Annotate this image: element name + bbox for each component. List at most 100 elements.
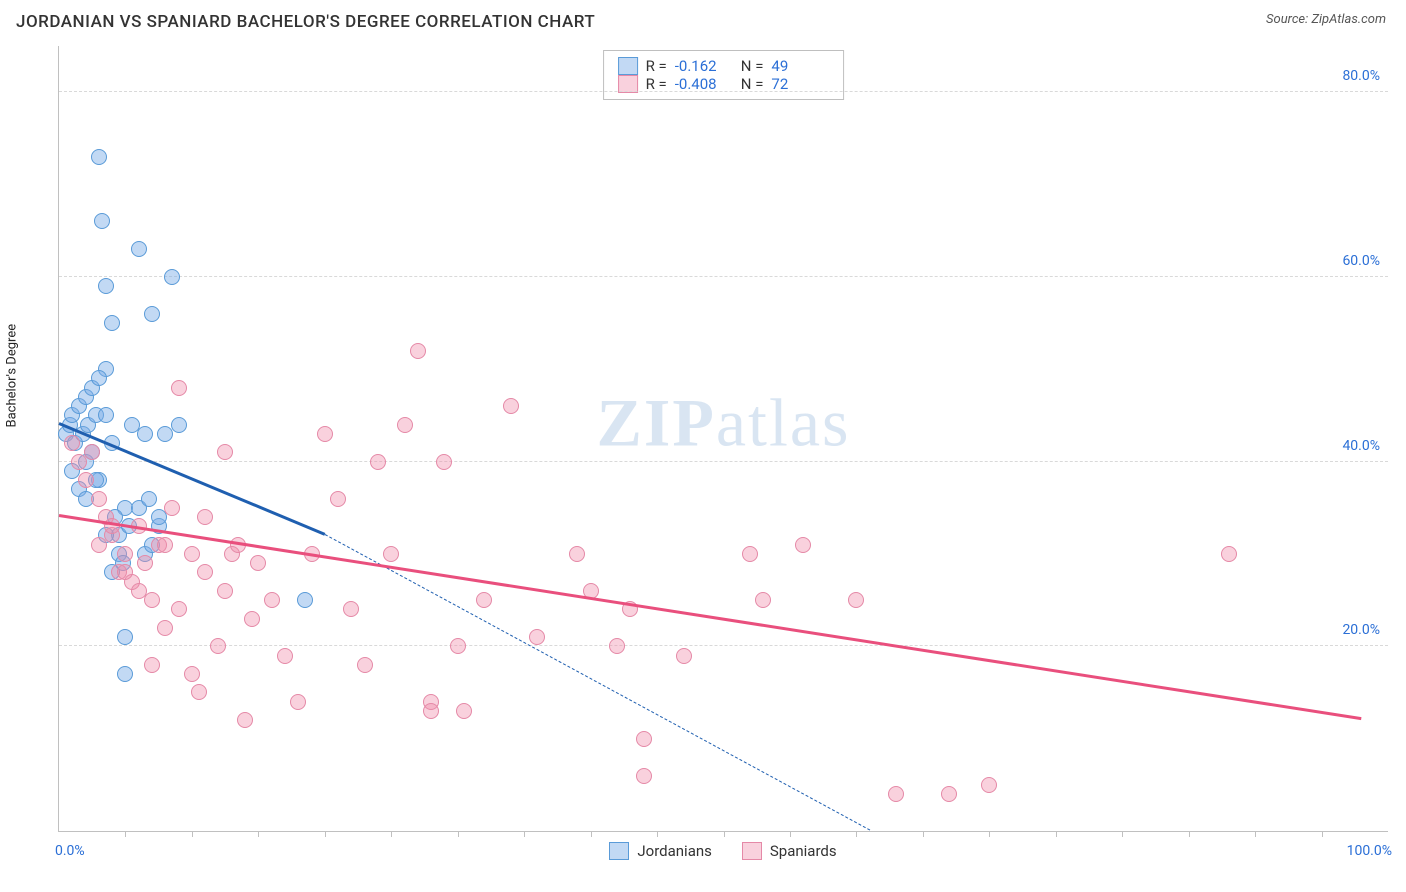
scatter-point — [171, 380, 187, 396]
scatter-point — [191, 684, 207, 700]
source-attribution: Source: ZipAtlas.com — [1266, 12, 1386, 27]
legend-swatch — [742, 842, 762, 860]
legend-swatch — [609, 842, 629, 860]
scatter-point — [64, 435, 80, 451]
x-tick — [1122, 831, 1123, 837]
scatter-point — [84, 444, 100, 460]
x-tick — [325, 831, 326, 837]
legend-r-label: R = — [646, 57, 667, 75]
scatter-point — [91, 370, 107, 386]
x-tick — [856, 831, 857, 837]
x-tick — [591, 831, 592, 837]
gridline — [59, 461, 1388, 462]
scatter-point — [636, 768, 652, 784]
x-tick — [1322, 831, 1323, 837]
scatter-point — [197, 564, 213, 580]
scatter-point — [117, 564, 133, 580]
series-legend: Jordanians Spaniards — [58, 842, 1388, 860]
scatter-point — [157, 537, 173, 553]
y-tick-label: 80.0% — [1342, 68, 1380, 84]
scatter-point — [742, 546, 758, 562]
x-tick — [1255, 831, 1256, 837]
scatter-point — [78, 472, 94, 488]
scatter-point — [237, 712, 253, 728]
scatter-point — [277, 648, 293, 664]
scatter-point — [217, 444, 233, 460]
scatter-point — [450, 638, 466, 654]
scatter-point — [370, 454, 386, 470]
x-tick — [1056, 831, 1057, 837]
series-legend-item: Jordanians — [609, 842, 712, 860]
x-tick — [192, 831, 193, 837]
gridline — [59, 645, 1388, 646]
x-tick — [790, 831, 791, 837]
scatter-point — [410, 343, 426, 359]
scatter-point — [456, 703, 472, 719]
y-tick-label: 60.0% — [1342, 253, 1380, 269]
plot-region: ZIPatlas R =-0.162N =49R =-0.408N =72 0.… — [58, 46, 1388, 832]
series-legend-label: Jordanians — [637, 842, 712, 860]
scatter-point — [503, 398, 519, 414]
x-tick — [1189, 831, 1190, 837]
scatter-point — [184, 666, 200, 682]
x-tick — [258, 831, 259, 837]
scatter-point — [91, 149, 107, 165]
legend-row: R =-0.162N =49 — [618, 57, 830, 75]
scatter-point — [117, 629, 133, 645]
scatter-point — [141, 491, 157, 507]
scatter-point — [184, 546, 200, 562]
scatter-point — [357, 657, 373, 673]
scatter-point — [137, 426, 153, 442]
x-tick — [125, 831, 126, 837]
scatter-point — [250, 555, 266, 571]
x-tick — [989, 831, 990, 837]
x-tick — [391, 831, 392, 837]
scatter-point — [795, 537, 811, 553]
legend-r-value: -0.162 — [675, 57, 733, 75]
scatter-point — [197, 509, 213, 525]
scatter-point — [848, 592, 864, 608]
scatter-point — [609, 638, 625, 654]
watermark-rest: atlas — [716, 384, 851, 460]
gridline — [59, 276, 1388, 277]
scatter-point — [98, 278, 114, 294]
scatter-point — [91, 491, 107, 507]
scatter-point — [941, 786, 957, 802]
scatter-point — [91, 537, 107, 553]
scatter-point — [297, 592, 313, 608]
x-tick — [923, 831, 924, 837]
y-tick-label: 20.0% — [1342, 622, 1380, 638]
scatter-point — [144, 306, 160, 322]
chart-title: JORDANIAN VS SPANIARD BACHELOR'S DEGREE … — [16, 12, 595, 32]
scatter-point — [131, 583, 147, 599]
source-label: Source: — [1266, 12, 1308, 27]
scatter-point — [476, 592, 492, 608]
scatter-point — [636, 731, 652, 747]
scatter-point — [144, 657, 160, 673]
scatter-point — [217, 583, 233, 599]
scatter-point — [171, 417, 187, 433]
scatter-point — [157, 620, 173, 636]
scatter-point — [436, 454, 452, 470]
source-value: ZipAtlas.com — [1311, 12, 1386, 27]
scatter-point — [98, 407, 114, 423]
scatter-point — [264, 592, 280, 608]
correlation-legend: R =-0.162N =49R =-0.408N =72 — [603, 50, 845, 100]
scatter-point — [569, 546, 585, 562]
legend-swatch — [618, 57, 638, 75]
scatter-point — [117, 546, 133, 562]
watermark-bold: ZIP — [597, 384, 716, 460]
scatter-point — [171, 601, 187, 617]
legend-n-label: N = — [741, 57, 764, 75]
scatter-point — [164, 269, 180, 285]
scatter-point — [529, 629, 545, 645]
gridline — [59, 91, 1388, 92]
scatter-point — [244, 611, 260, 627]
watermark: ZIPatlas — [597, 383, 851, 462]
scatter-point — [423, 703, 439, 719]
chart-area: Bachelor's Degree ZIPatlas R =-0.162N =4… — [18, 46, 1388, 874]
series-legend-item: Spaniards — [742, 842, 837, 860]
scatter-point — [137, 555, 153, 571]
scatter-point — [888, 786, 904, 802]
scatter-point — [94, 213, 110, 229]
